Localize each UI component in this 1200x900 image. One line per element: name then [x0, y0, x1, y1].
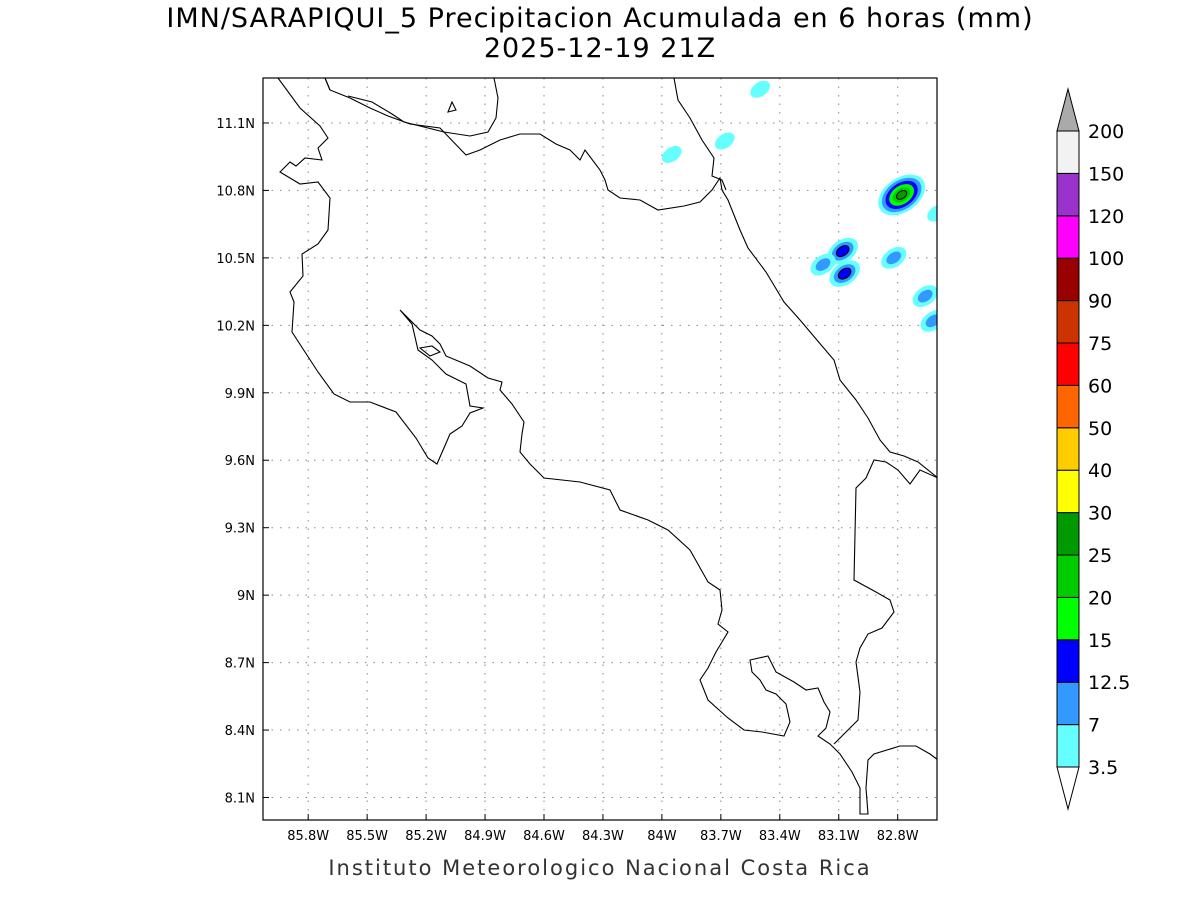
colorbar-label: 50: [1088, 418, 1112, 440]
graticule: [263, 78, 937, 820]
lon-tick-label: 82.8W: [877, 829, 919, 844]
colorbar-label: 20: [1088, 587, 1112, 609]
coastline-san-juan: [673, 78, 727, 191]
colorbar-bin: [1056, 469, 1080, 514]
map-footer-credit: Instituto Meteorologico Nacional Costa R…: [328, 856, 872, 880]
colorbar-label: 75: [1088, 333, 1112, 355]
precip-contour: [815, 258, 831, 271]
colorbar-bin: [1056, 681, 1080, 726]
colorbar-bin: [1056, 172, 1080, 217]
lon-tick-label: 85.5W: [346, 829, 388, 844]
colorbar-label: 90: [1088, 291, 1112, 313]
colorbar-bin: [1056, 724, 1080, 768]
colorbar-label: 200: [1088, 121, 1124, 143]
colorbar-label: 3.5: [1088, 757, 1118, 779]
precip-contour: [927, 204, 937, 222]
lon-tick-label: 84.3W: [582, 829, 624, 844]
precipitation-contours: [661, 80, 937, 332]
colorbar-bin: [1056, 384, 1080, 429]
island-lake: [418, 345, 442, 357]
coastline-nicaragua-lake: [278, 78, 499, 137]
colorbar: 3.5 7 12.5 15 20 25 30 40 50 60 75 90 100 120 150 200: [1056, 87, 1130, 811]
precip-contour: [750, 80, 771, 98]
lat-tick-label: 10.5N: [216, 252, 255, 267]
colorbar-bin: [1056, 215, 1080, 259]
colorbar-label: 120: [1088, 206, 1124, 228]
map-frame: [262, 77, 938, 821]
lon-tick-label: 84.9W: [464, 829, 506, 844]
precip-contour: [896, 189, 908, 200]
lat-tick-label: 11.1N: [216, 117, 255, 132]
coastline: [277, 78, 937, 815]
border-panama: [833, 459, 937, 745]
lat-tick-label: 8.4N: [225, 724, 255, 739]
colorbar-bin: [1056, 512, 1080, 556]
lon-tick-label: 83.7W: [700, 829, 742, 844]
lon-tick-label: 85.2W: [405, 829, 447, 844]
colorbar-bin: [1056, 257, 1080, 302]
colorbar-label: 40: [1088, 460, 1112, 482]
colorbar-under-arrow: [1056, 766, 1080, 811]
precip-contour: [837, 267, 852, 280]
colorbar-label: 60: [1088, 375, 1112, 397]
colorbar-bin: [1056, 596, 1080, 641]
colorbar-label: 30: [1088, 503, 1112, 525]
precip-contour: [917, 289, 933, 303]
coastline-costa-rica-pacific: [277, 78, 937, 815]
island-north: [447, 100, 457, 113]
map-subtitle-date: 2025-12-19 21Z: [483, 33, 717, 64]
colorbar-label: 25: [1088, 545, 1112, 567]
colorbar-bin: [1056, 300, 1080, 344]
lat-tick-label: 9N: [237, 589, 255, 604]
lat-tick-label: 9.6N: [225, 454, 255, 469]
colorbar-over-arrow: [1056, 87, 1080, 132]
precip-contour: [661, 145, 682, 163]
colorbar-label: 15: [1088, 630, 1112, 652]
lat-tick-label: 9.3N: [225, 522, 255, 537]
colorbar-bin: [1056, 342, 1080, 386]
lon-tick-label: 84.6W: [523, 829, 565, 844]
lon-tick-label: 85.8W: [287, 829, 329, 844]
colorbar-label: 12.5: [1088, 672, 1130, 694]
lat-tick-label: 10.8N: [216, 184, 255, 199]
colorbar-bin: [1056, 130, 1080, 174]
lon-tick-label: 84W: [647, 829, 677, 844]
lat-tick-label: 10.2N: [216, 319, 255, 334]
precip-contour: [886, 251, 902, 265]
precip-contour: [835, 245, 850, 258]
lon-tick-label: 83.1W: [818, 829, 860, 844]
precip-contour: [714, 132, 735, 150]
map-title: IMN/SARAPIQUI_5 Precipitacion Acumulada …: [166, 3, 1034, 34]
lon-tick-label: 83.4W: [759, 829, 801, 844]
colorbar-label: 150: [1088, 163, 1124, 185]
lat-tick-label: 9.9N: [225, 387, 255, 402]
colorbar-bin: [1056, 639, 1080, 683]
lat-tick-label: 8.1N: [225, 792, 255, 807]
colorbar-label: 7: [1088, 715, 1100, 737]
colorbar-bin: [1056, 427, 1080, 471]
axis-ticks: 11.1N 10.8N 10.5N 10.2N 9.9N 9.6N 9.3N 9N 8.7N 8.…: [216, 117, 918, 844]
colorbar-label: 100: [1088, 248, 1124, 270]
lat-tick-label: 8.7N: [225, 657, 255, 672]
colorbar-bin: [1056, 554, 1080, 598]
coastline-caribbean: [324, 78, 937, 478]
